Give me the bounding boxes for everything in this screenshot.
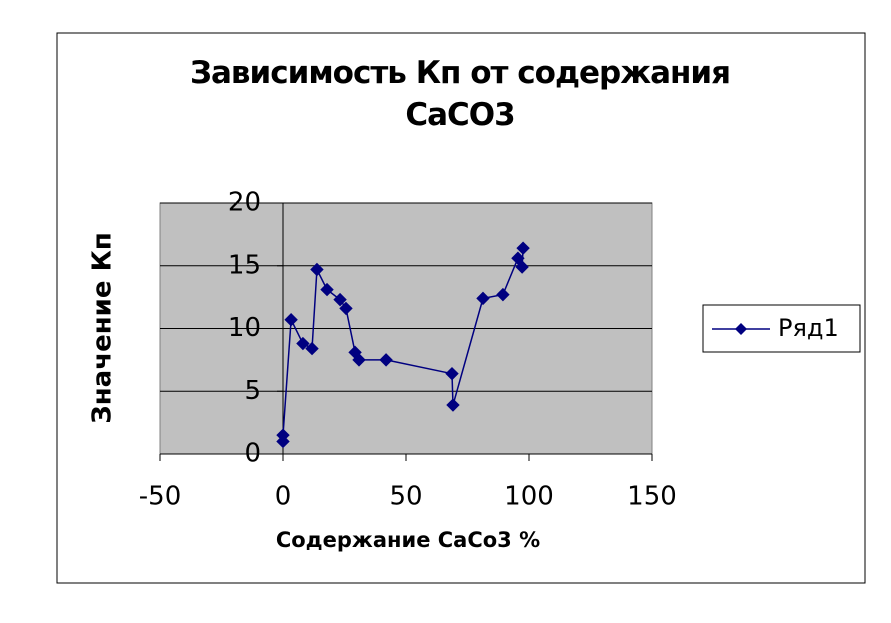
y-tick-label: 15 [228, 250, 261, 280]
data-point [296, 336, 310, 351]
legend-label: Ряд1 [778, 314, 839, 342]
x-tick-label: 0 [275, 482, 292, 512]
data-point [284, 313, 298, 327]
data-point [445, 366, 459, 381]
legend-marker [735, 323, 747, 335]
x-tick-label: 100 [504, 482, 554, 512]
data-point [515, 260, 529, 274]
data-point [496, 287, 510, 302]
x-axis-label: Содержание CaCo3 % [276, 528, 540, 552]
y-tick-label: 20 [228, 188, 261, 218]
y-axis-label: Значение Кп [88, 232, 118, 424]
data-point [310, 262, 324, 277]
data-point [379, 353, 393, 367]
data-point [320, 282, 334, 297]
chart-title: Зависимость Кп от содержания CaCO3 [189, 55, 731, 133]
x-tick-label: 50 [389, 482, 422, 512]
x-tick-label: 150 [627, 482, 677, 512]
data-point [446, 398, 460, 412]
data-point [276, 428, 290, 442]
data-point [476, 291, 490, 306]
x-tick-label: -50 [139, 482, 181, 512]
data-point [333, 292, 347, 307]
data-point [352, 353, 366, 367]
data-point [339, 301, 353, 316]
y-tick-label: 5 [244, 376, 261, 406]
data-point [511, 251, 525, 265]
data-point [305, 341, 319, 356]
data-point [516, 241, 530, 255]
y-tick-label: 10 [228, 313, 261, 343]
